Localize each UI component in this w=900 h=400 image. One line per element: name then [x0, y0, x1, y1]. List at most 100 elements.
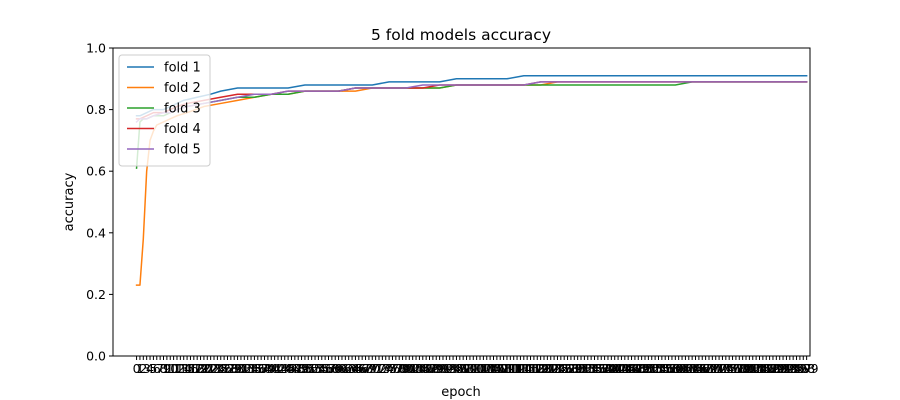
x-tick-label: 104: [475, 361, 499, 376]
x-tick-label: 167: [687, 361, 711, 376]
x-tick-label: 75: [381, 361, 397, 376]
x-tick-label: 130: [562, 361, 586, 376]
x-tick-label: 117: [519, 361, 543, 376]
x-tick-label: 49: [294, 361, 310, 376]
x-tick-label: 69: [361, 361, 377, 376]
x-tick-label: 165: [680, 361, 704, 376]
x-tick-label: 164: [677, 361, 701, 376]
x-tick-label: 149: [626, 361, 650, 376]
x-tick-label: 184: [744, 361, 768, 376]
y-tick-label: 0.6: [86, 164, 106, 179]
x-tick-label: 190: [764, 361, 788, 376]
x-tick-label: 135: [579, 361, 603, 376]
x-tick-label: 86: [418, 361, 434, 376]
y-tick-label: 0.0: [86, 349, 106, 364]
x-tick-label: 119: [525, 361, 549, 376]
x-tick-label: 47: [287, 361, 303, 376]
x-tick-label: 156: [650, 361, 674, 376]
x-tick-label: 152: [636, 361, 660, 376]
x-tick-label: 50: [297, 361, 313, 376]
x-tick-label: 93: [442, 361, 458, 376]
x-tick-label: 124: [542, 361, 566, 376]
x-tick-label: 108: [488, 361, 512, 376]
x-tick-label: 8: [160, 361, 168, 376]
x-tick-label: 62: [337, 361, 353, 376]
x-tick-label: 106: [482, 361, 506, 376]
x-tick-label: 181: [734, 361, 758, 376]
x-tick-label: 158: [657, 361, 681, 376]
x-tick-label: 144: [610, 361, 634, 376]
x-tick-label: 145: [613, 361, 637, 376]
x-tick-label: 157: [653, 361, 677, 376]
x-tick-label: 101: [465, 361, 489, 376]
x-tick-label: 169: [694, 361, 718, 376]
legend-label-fold-2: fold 2: [164, 81, 201, 96]
x-tick-label: 12: [169, 361, 185, 376]
x-tick-label: 122: [535, 361, 559, 376]
x-tick-label: 110: [495, 361, 519, 376]
x-tick-label: 17: [186, 361, 202, 376]
x-tick-label: 132: [569, 361, 593, 376]
x-tick-label: 71: [368, 361, 384, 376]
plot-frame: [112, 47, 811, 357]
x-tick-label: 103: [471, 361, 495, 376]
x-tick-label: 168: [690, 361, 714, 376]
x-tick-label: 16: [182, 361, 198, 376]
x-tick-label: 53: [307, 361, 323, 376]
x-tick-label: 129: [559, 361, 583, 376]
x-tick-label: 142: [603, 361, 627, 376]
x-tick-label: 81: [401, 361, 417, 376]
x-tick-label: 133: [572, 361, 596, 376]
x-tick-label: 183: [741, 361, 765, 376]
x-tick-label: 13: [172, 361, 188, 376]
x-axis-label: epoch: [441, 385, 481, 400]
x-tick-label: 15: [179, 361, 195, 376]
x-tick-label: 143: [606, 361, 630, 376]
x-tick-label: 80: [398, 361, 414, 376]
x-tick-label: 112: [502, 361, 526, 376]
x-tick-label: 77: [388, 361, 404, 376]
x-tick-label: 39: [260, 361, 276, 376]
x-tick-label: 98: [459, 361, 475, 376]
x-tick-label: 59: [327, 361, 343, 376]
x-tick-label: 170: [697, 361, 721, 376]
x-tick-label: 43: [273, 361, 289, 376]
x-tick-label: 127: [552, 361, 576, 376]
x-tick-label: 33: [240, 361, 256, 376]
x-tick-label: 22: [203, 361, 219, 376]
x-tick-label: 161: [667, 361, 691, 376]
x-tick-label: 188: [758, 361, 782, 376]
x-tick-label: 64: [344, 361, 360, 376]
x-tick-label: 20: [196, 361, 212, 376]
x-tick-label: 34: [243, 361, 259, 376]
x-tick-label: 30: [230, 361, 246, 376]
x-tick-label: 139: [593, 361, 617, 376]
x-tick-label: 76: [385, 361, 401, 376]
x-tick-label: 120: [529, 361, 553, 376]
x-tick-label: 48: [290, 361, 306, 376]
x-tick-label: 198: [791, 361, 815, 376]
x-tick-label: 21: [199, 361, 215, 376]
x-tick-label: 199: [795, 361, 819, 376]
legend-label-fold-4: fold 4: [164, 122, 201, 137]
x-tick-label: 111: [498, 361, 522, 376]
x-tick-label: 65: [347, 361, 363, 376]
x-tick-label: 194: [778, 361, 802, 376]
x-tick-label: 99: [462, 361, 478, 376]
x-tick-label: 173: [707, 361, 731, 376]
x-tick-label: 51: [300, 361, 316, 376]
x-tick-label: 179: [727, 361, 751, 376]
x-tick-label: 4: [146, 361, 154, 376]
x-tick-label: 136: [583, 361, 607, 376]
x-tick-label: 177: [721, 361, 745, 376]
x-tick-label: 137: [586, 361, 610, 376]
legend-label-fold-3: fold 3: [164, 102, 201, 117]
x-tick-label: 25: [213, 361, 229, 376]
y-tick-label: 1.0: [86, 41, 106, 56]
x-tick-label: 180: [731, 361, 755, 376]
x-tick-label: 57: [321, 361, 337, 376]
x-tick-label: 153: [640, 361, 664, 376]
y-axis-label: accuracy: [62, 172, 77, 231]
x-tick-label: 82: [405, 361, 421, 376]
x-tick-label: 54: [310, 361, 326, 376]
